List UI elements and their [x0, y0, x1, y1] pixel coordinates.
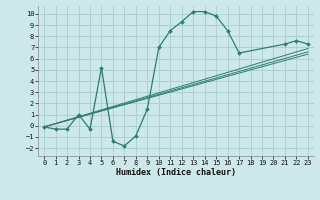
X-axis label: Humidex (Indice chaleur): Humidex (Indice chaleur)	[116, 168, 236, 177]
